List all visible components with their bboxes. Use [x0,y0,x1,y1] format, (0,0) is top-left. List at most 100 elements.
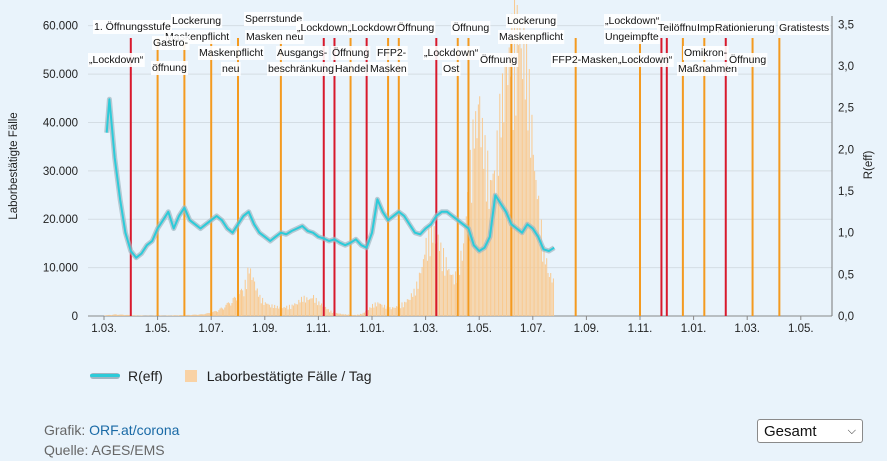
cases-bar [123,314,125,316]
annotation-bg [451,21,491,35]
cases-bar [256,288,258,316]
cases-bar [131,315,133,316]
annotation-bg [498,30,565,44]
x-tick-label: 1.01. [359,323,385,335]
y-left-tick-label: 20.000 [43,214,78,226]
cases-bar [552,278,554,316]
cases-bar [497,175,499,316]
y-left-axis-label: Laborbestätigte Fälle [8,112,20,219]
legend-item-reff[interactable]: R(eff) [90,368,163,384]
cases-bar [282,308,284,316]
legend-item-cases[interactable]: Laborbestätigte Fälle / Tag [184,368,372,384]
cases-bar [173,315,175,316]
cases-bar [232,298,234,316]
event-annotation: Maskenpflicht [499,31,563,43]
cases-bar [198,314,200,316]
annotation-bg [683,46,729,60]
cases-bar [337,313,339,316]
reff-line [104,96,556,261]
cases-bar [302,301,304,316]
annotation-bg [276,46,329,60]
cases-bar [291,304,293,316]
cases-bar [331,312,333,316]
cases-bar [300,296,302,316]
cases-bar [268,304,270,316]
cases-bar [496,130,498,316]
cases-bar [225,304,227,316]
event-annotation: Lockerung [172,15,221,27]
cases-bar [214,310,216,316]
cases-bar [440,242,442,316]
cases-bar [266,303,268,316]
cases-bar [452,274,454,316]
cases-bar [528,69,530,316]
cases-bar [420,273,422,316]
annotation-bg [551,53,620,67]
cases-bar [417,288,419,316]
cases-bar [523,20,525,317]
cases-bar [236,300,238,316]
cases-bar [105,315,107,316]
event-annotation: „Lockdown“ [605,15,660,27]
cases-bar [208,313,210,316]
event-annotation: Rationierung [715,22,775,34]
cases-bar [275,308,277,316]
cases-bar [433,226,435,316]
cases-bar [305,302,306,316]
cases-bar [504,60,506,316]
cases-bar [540,219,542,316]
cases-bar [377,302,379,316]
grafik-link[interactable]: ORF.at/corona [89,422,180,438]
cases-bar [325,306,327,316]
cases-bar [217,311,219,316]
event-annotation: Gratistests [779,22,829,34]
cases-bar [372,303,373,316]
annotation-bg [244,12,304,26]
annotation-bg [604,30,660,44]
x-tick-label: 1.03. [413,323,439,335]
cases-bar [487,150,489,316]
event-annotation: Sperrstunde [245,13,302,25]
cases-bar [212,311,214,316]
cases-bar [408,299,410,316]
cases-bar [451,274,453,316]
cases-bar [243,296,245,316]
cases-bar [546,258,548,316]
cases-bar [522,79,524,316]
annotation-bg [423,46,480,60]
cases-bar [114,314,116,316]
cases-bar [410,293,412,316]
x-tick-label: 1.03. [734,323,760,335]
cases-bar [326,309,328,316]
cases-bar [287,309,289,316]
range-select[interactable]: Gesamt ⌵ [757,419,863,443]
cases-bar [514,0,516,316]
event-annotation: Ausgangs- [277,47,328,59]
chevron-down-icon: ⌵ [847,424,856,437]
cases-bar [414,295,416,316]
cases-bar [531,114,533,316]
event-annotations: 1. Öffnungsstufe „Lockdown“ Lockerung Maske… [88,12,831,76]
cases-bar [205,313,207,316]
cases-bar [455,271,457,316]
cases-bar [380,303,382,316]
cases-bar [117,314,119,316]
range-select-value: Gesamt [764,422,817,440]
cases-bar [346,314,348,316]
event-annotation: Omikron- [684,47,728,59]
cases-bar [443,248,445,316]
cases-bar [416,281,418,316]
cases-bar [412,296,414,316]
cases-bar [314,302,316,316]
event-annotation: Öffnung [397,22,434,34]
event-annotation: FFP2-Masken [552,54,618,66]
cases-bar [503,122,505,316]
event-annotation: Handel [335,63,368,75]
cases-bar [267,303,269,316]
cases-bar [119,314,121,316]
cases-bar [250,268,252,316]
cases-bar [538,195,540,316]
reff-band [104,96,556,261]
y-right-tick-label: 3,5 [838,19,854,31]
reff-swatch [90,373,120,379]
